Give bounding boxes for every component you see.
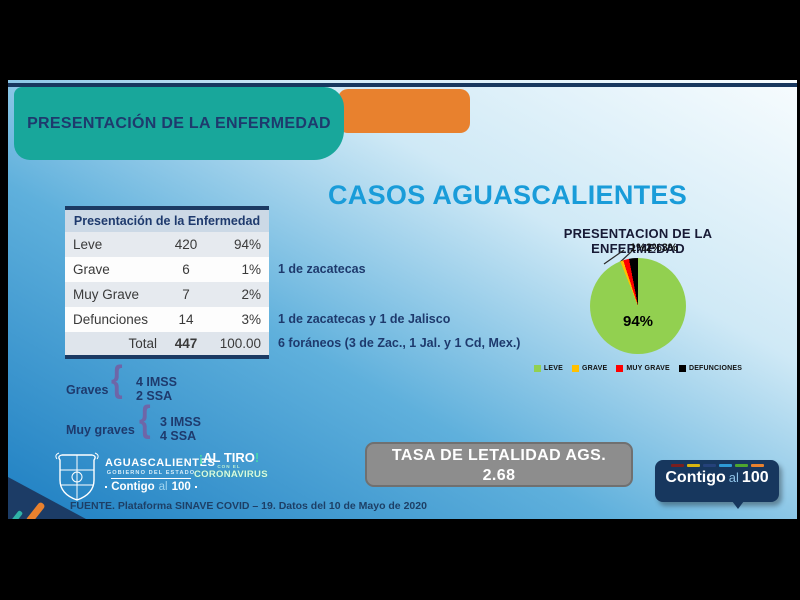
row-value: 420 (174, 237, 198, 252)
gov-subtitle: GOBIERNO DEL ESTADO (106, 470, 196, 476)
pie-legend: LEVE GRAVE MUY GRAVE DEFUNCIONES (523, 365, 753, 372)
brace-icon: { (111, 358, 123, 400)
altiro-excl: ¡ (198, 450, 204, 465)
row-pct: 2% (241, 287, 261, 302)
table-header: Presentación de la Enfermedad (65, 210, 269, 232)
legend-item: MUY GRAVE (616, 365, 670, 372)
table-row: Grave 6 1% (65, 257, 269, 282)
altiro-line2: CON EL (217, 464, 241, 469)
muy-graves-ssa: 4 SSA (160, 429, 197, 443)
row-value: 6 (182, 262, 190, 277)
slogan-contigo: Contigo (111, 481, 155, 493)
altiro-line1: ¡AL TIRO! (194, 451, 264, 464)
graves-label: Graves (66, 383, 109, 397)
badge-contigo: Contigo (665, 469, 726, 486)
lethality-rate-box: TASA DE LETALIDAD AGS. 2.68 (365, 442, 633, 487)
muy-graves-label: Muy graves (66, 423, 135, 437)
dash (670, 464, 684, 467)
lethality-rate-value: 2.68 (482, 467, 516, 484)
slogan-al: al (158, 481, 168, 493)
row-value: 14 (178, 312, 194, 327)
altiro-coronavirus-logo: ¡AL TIRO! CON EL CORONAVIRUS (194, 451, 268, 480)
row-label: Muy Grave (73, 287, 140, 302)
dash (702, 464, 716, 467)
orange-accent-shape (338, 89, 470, 133)
legend-label: DEFUNCIONES (688, 365, 743, 372)
legend-item: DEFUNCIONES (678, 365, 743, 372)
row-label: Defunciones (73, 312, 149, 327)
badge-al: al (728, 470, 739, 485)
presentation-table: Presentación de la Enfermedad Leve 420 9… (65, 206, 269, 359)
legend-swatch-muy-grave (616, 365, 624, 372)
note-grave: 1 de zacatecas (278, 262, 366, 276)
badge-100: 100 (741, 469, 769, 486)
total-pct: 100.00 (219, 336, 261, 351)
pie-small-slices-label: 1%2%3% (630, 242, 678, 254)
badge-tail (731, 501, 744, 509)
pie-chart (590, 258, 686, 354)
total-label: Total (128, 336, 157, 351)
row-label: Leve (73, 237, 103, 252)
gov-slogan: Contigo al 100 (105, 481, 197, 493)
contigo-al-100-badge: Contigo al 100 (655, 460, 779, 509)
legend-swatch-leve (533, 365, 541, 372)
brace-icon: { (139, 398, 151, 440)
table-total-row: Total 447 100.00 (65, 332, 269, 355)
source-text: FUENTE. Plataforma SINAVE COVID – 19. Da… (70, 500, 427, 512)
badge-text: Contigo al 100 (661, 469, 773, 487)
presentation-slide: PRESENTACIÓN DE LA ENFERMEDAD CASOS AGUA… (8, 80, 797, 519)
dash (750, 464, 764, 467)
pie-main-slice-label: 94% (622, 313, 654, 330)
dash (686, 464, 700, 467)
altiro-excl: ! (254, 450, 260, 465)
slogan-dash (105, 486, 108, 488)
legend-label: LEVE (543, 365, 563, 372)
legend-swatch-grave (572, 365, 579, 372)
gov-divider (111, 478, 191, 479)
legend-label: MUY GRAVE (626, 365, 670, 372)
total-value: 447 (174, 336, 198, 351)
lethality-rate-title: TASA DE LETALIDAD AGS. (391, 447, 607, 464)
note-defunciones: 1 de zacatecas y 1 de Jalisco (278, 312, 451, 326)
table-bottom-border (65, 355, 269, 359)
legend-item: GRAVE (572, 365, 607, 372)
coat-of-arms-icon (55, 452, 99, 501)
pie-chart-title: PRESENTACION DE LA ENFERMEDAD (563, 226, 713, 256)
legend-swatch-defunciones (678, 365, 686, 372)
legend-label: GRAVE (582, 365, 608, 372)
table-row: Muy Grave 7 2% (65, 282, 269, 307)
graves-ssa: 2 SSA (136, 389, 173, 403)
muy-graves-imss: 3 IMSS (160, 415, 201, 429)
gov-name: AGUASCALIENTES (105, 457, 216, 469)
row-pct: 94% (233, 237, 261, 252)
altiro-line3: CORONAVIRUS (194, 469, 268, 480)
row-label: Grave (73, 262, 110, 277)
header-banner-text: PRESENTACIÓN DE LA ENFERMEDAD (27, 114, 331, 132)
row-pct: 1% (241, 262, 261, 277)
table-row: Leve 420 94% (65, 232, 269, 257)
dash (734, 464, 748, 467)
table-top-border (65, 206, 269, 210)
header-banner: PRESENTACIÓN DE LA ENFERMEDAD (14, 87, 344, 160)
slogan-100: 100 (171, 481, 191, 493)
government-logo-text: AGUASCALIENTES GOBIERNO DEL ESTADO Conti… (105, 457, 216, 493)
dash (718, 464, 732, 467)
top-divider-line (8, 83, 797, 87)
legend-item: LEVE (533, 365, 563, 372)
row-value: 7 (182, 287, 190, 302)
row-pct: 3% (241, 312, 261, 327)
graves-imss: 4 IMSS (136, 375, 177, 389)
slogan-dash (194, 486, 197, 488)
altiro-text: AL TIRO (203, 450, 255, 465)
page-title: CASOS AGUASCALIENTES (328, 180, 688, 210)
table-row: Defunciones 14 3% (65, 307, 269, 332)
note-total: 6 foráneos (3 de Zac., 1 Jal. y 1 Cd, Me… (278, 336, 521, 350)
badge-color-dashes (661, 464, 773, 467)
